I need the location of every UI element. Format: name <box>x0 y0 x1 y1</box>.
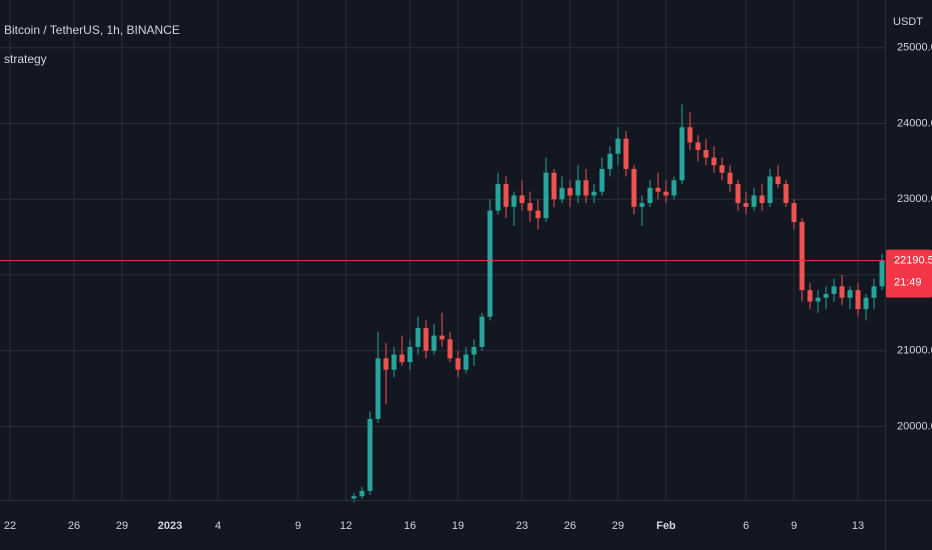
y-tick-label: 25000.00 <box>897 42 932 54</box>
candle-body <box>519 195 525 204</box>
candle-body <box>623 138 629 169</box>
candle-body <box>503 184 509 207</box>
candle-body <box>839 286 845 298</box>
candle-body <box>559 187 565 200</box>
candle-body <box>815 297 821 302</box>
x-tick-label: Feb <box>656 520 676 532</box>
candle-body <box>687 127 693 143</box>
candle-body <box>583 180 589 196</box>
candle-body <box>775 176 781 185</box>
candle-body <box>727 172 733 185</box>
y-tick-label: 24000.00 <box>897 117 932 129</box>
x-tick-label: 2023 <box>158 520 182 532</box>
candle-body <box>615 138 621 154</box>
x-tick-label: 4 <box>215 520 221 532</box>
candle-body <box>767 176 773 204</box>
candle-body <box>455 358 461 370</box>
candle-body <box>487 210 493 317</box>
indicator-name: strategy <box>4 52 47 66</box>
candle-body <box>847 290 853 298</box>
y-tick-label: 21000.00 <box>897 345 932 357</box>
candle-body <box>631 168 637 207</box>
candle-body <box>479 316 485 347</box>
candle-body <box>783 184 789 204</box>
y-tick-label: 23000.00 <box>897 193 932 205</box>
candle-body <box>671 180 677 196</box>
candle-body <box>703 150 709 158</box>
x-tick-label: 29 <box>612 520 624 532</box>
candle-body <box>527 203 533 211</box>
candle-body <box>351 496 357 499</box>
candle-body <box>759 195 765 204</box>
y-tick-label: 20000.00 <box>897 420 932 432</box>
candle-body <box>743 203 749 207</box>
x-tick-label: 23 <box>516 520 528 532</box>
x-tick-label: 12 <box>340 520 352 532</box>
x-tick-label: 26 <box>564 520 576 532</box>
candle-body <box>607 153 613 169</box>
candle-body <box>735 184 741 204</box>
candle-body <box>799 221 805 291</box>
candle-body <box>415 328 421 347</box>
last-price-label: 22190.51 <box>894 254 932 266</box>
candle-body <box>423 328 429 351</box>
currency-label: USDT <box>893 16 923 28</box>
candle-body <box>463 354 469 370</box>
candle-body <box>447 339 453 359</box>
x-tick-label: 16 <box>404 520 416 532</box>
candle-body <box>679 127 685 181</box>
candle-body <box>495 184 501 211</box>
x-tick-label: 9 <box>295 520 301 532</box>
candle-body <box>791 203 797 222</box>
candle-body <box>751 195 757 207</box>
candle-body <box>359 490 365 497</box>
candle-body <box>471 346 477 355</box>
candle-body <box>655 187 661 192</box>
x-tick-label: 13 <box>852 520 864 532</box>
candle-body <box>599 168 605 192</box>
candle-body <box>831 286 837 294</box>
chart-title: Bitcoin / TetherUS, 1h, BINANCE <box>4 23 180 37</box>
x-tick-label: 19 <box>452 520 464 532</box>
candle-body <box>511 195 517 207</box>
candle-body <box>543 172 549 219</box>
candle-body <box>879 260 885 287</box>
candle-body <box>439 335 445 340</box>
candle-body <box>855 290 861 310</box>
candle-body <box>567 187 573 196</box>
candle-body <box>807 290 813 302</box>
candle-body <box>367 418 373 491</box>
candle-body <box>575 180 581 196</box>
candle-body <box>399 354 405 363</box>
countdown-label: 21:49 <box>894 276 922 288</box>
candle-body <box>391 354 397 370</box>
candle-body <box>431 335 437 351</box>
x-tick-label: 22 <box>4 520 16 532</box>
candle-body <box>711 157 717 166</box>
candle-body <box>551 172 557 200</box>
candle-body <box>695 142 701 150</box>
candle-body <box>719 165 725 173</box>
candle-body <box>591 191 597 196</box>
candle-body <box>823 293 829 298</box>
candle-body <box>663 191 669 196</box>
x-tick-label: 26 <box>68 520 80 532</box>
last-price-box <box>886 249 932 298</box>
candle-body <box>647 187 653 204</box>
candle-body <box>375 358 381 419</box>
candle-body <box>407 346 413 363</box>
candle-body <box>871 286 877 298</box>
x-tick-label: 6 <box>743 520 749 532</box>
candle-body <box>535 210 541 219</box>
candle-body <box>863 297 869 310</box>
x-tick-label: 9 <box>791 520 797 532</box>
candle-body <box>383 358 389 370</box>
candle-body <box>639 203 645 207</box>
x-tick-label: 29 <box>116 520 128 532</box>
